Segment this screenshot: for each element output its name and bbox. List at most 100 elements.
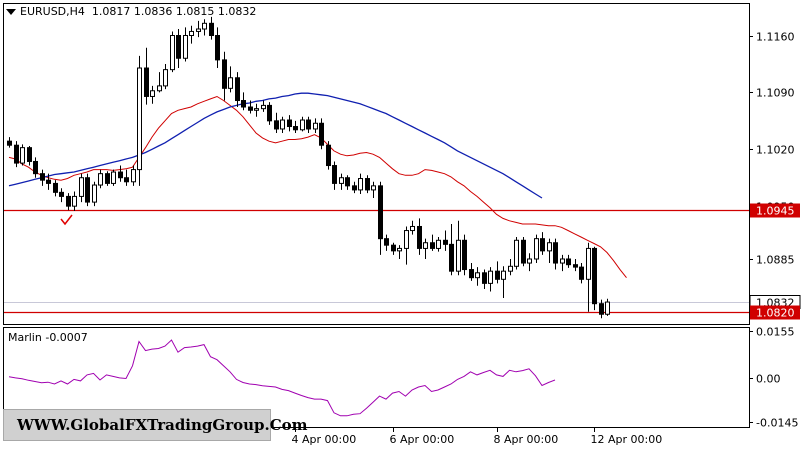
candle-body-bull [358,178,363,191]
candle-body-bear [391,244,396,252]
indicator-value: -0.0007 [45,331,88,344]
candle-body-bull [150,90,155,97]
candle-body-bull [254,108,259,111]
candle-body-bear [53,182,58,193]
candle [365,175,370,194]
candle-body-bear [319,122,324,146]
candle-body-bear [248,106,253,111]
candle [605,298,610,316]
candle [118,165,123,182]
candle [527,253,532,272]
candle-body-bull [228,77,233,89]
candle [332,161,337,190]
osc-tick-label: -0.0145 [756,417,798,430]
candle [573,258,578,272]
candle-body-bull [397,247,402,252]
candle-body-bear [14,144,19,164]
candle-body-bear [66,195,71,207]
candle [443,230,448,251]
candle-body-bull [436,239,441,249]
candle-body-bull [560,258,565,264]
candle-body-bull [339,177,344,184]
candle-body-bear [267,104,272,122]
candle [599,299,604,319]
candle-body-bull [605,301,610,315]
oscillator [8,339,556,417]
candle-body-bear [365,178,370,191]
candle [508,258,513,276]
candle-body-bear [592,247,597,305]
candle-body-bull [131,169,136,183]
candle [319,118,324,150]
candle-body-bull [501,270,506,280]
candle-body-bull [547,242,552,252]
candle-body-bull [189,30,194,37]
chart-header: EURUSD,H4 1.0817 1.0836 1.0815 1.0832 [20,5,256,18]
candle [371,181,376,199]
candle [586,242,591,312]
chart-menu-arrow-icon[interactable] [6,9,16,15]
candle [501,266,506,298]
candle-body-bear [449,243,454,272]
candle-body-bull [157,85,162,92]
candle-body-bull [183,35,188,59]
candle-body-bear [287,119,292,128]
x-tick-label: 6 Apr 00:00 [390,433,455,446]
candle-body-bull [371,185,376,191]
candle [72,191,77,212]
candle-body-bull [586,247,591,280]
candle [280,116,285,134]
candle-body-bear [85,177,90,203]
candle [144,47,149,105]
candle-body-bear [40,173,45,181]
candle [482,269,487,290]
candle [560,254,565,272]
candle [456,220,461,276]
x-tick-label: 4 Apr 00:00 [292,433,357,446]
candle [339,173,344,190]
candle-body-bull [137,67,142,171]
candle-body-bear [274,120,279,130]
candle [514,237,519,270]
candle [261,100,266,112]
candle-body-bull [72,195,77,207]
candle-body-bull [404,230,409,249]
candle [592,246,597,311]
candle [410,220,415,235]
candle [228,66,233,93]
x-tick-label: 8 Apr 00:00 [494,433,559,446]
candle-body-bull [410,225,415,232]
candle [105,171,110,186]
candle-body-bull [111,171,116,184]
candle [27,146,32,166]
candle-body-bear [215,35,220,61]
level-price-box [750,203,800,218]
x-tick-label: 12 Apr 00:00 [591,433,663,446]
candle-body-bear [293,126,298,131]
candle-body-bear [469,269,474,279]
candle-body-bear [462,239,467,271]
candle-body-bear [495,270,500,280]
candle-body-bear [579,266,584,280]
main-panel-frame [3,3,750,325]
candle [540,232,545,255]
candle [326,141,331,170]
candle [163,63,168,90]
ohlc-values: 1.0817 1.0836 1.0815 1.0832 [91,5,257,18]
indicator-name: Marlin [8,331,42,344]
candle [449,224,454,276]
candle [287,115,292,132]
candle [469,263,474,281]
candle-body-bear [209,22,214,37]
candle-body-bear [378,185,383,240]
candle [306,116,311,134]
candle [384,234,389,251]
candle [111,169,116,186]
ma-slow-line [8,92,543,199]
candle-body-bear [553,242,558,264]
candle [397,245,402,259]
osc-tick-label: 0.00 [756,373,781,386]
candle-body-bull [488,270,493,284]
y-tick-label: 1.1090 [756,87,795,100]
